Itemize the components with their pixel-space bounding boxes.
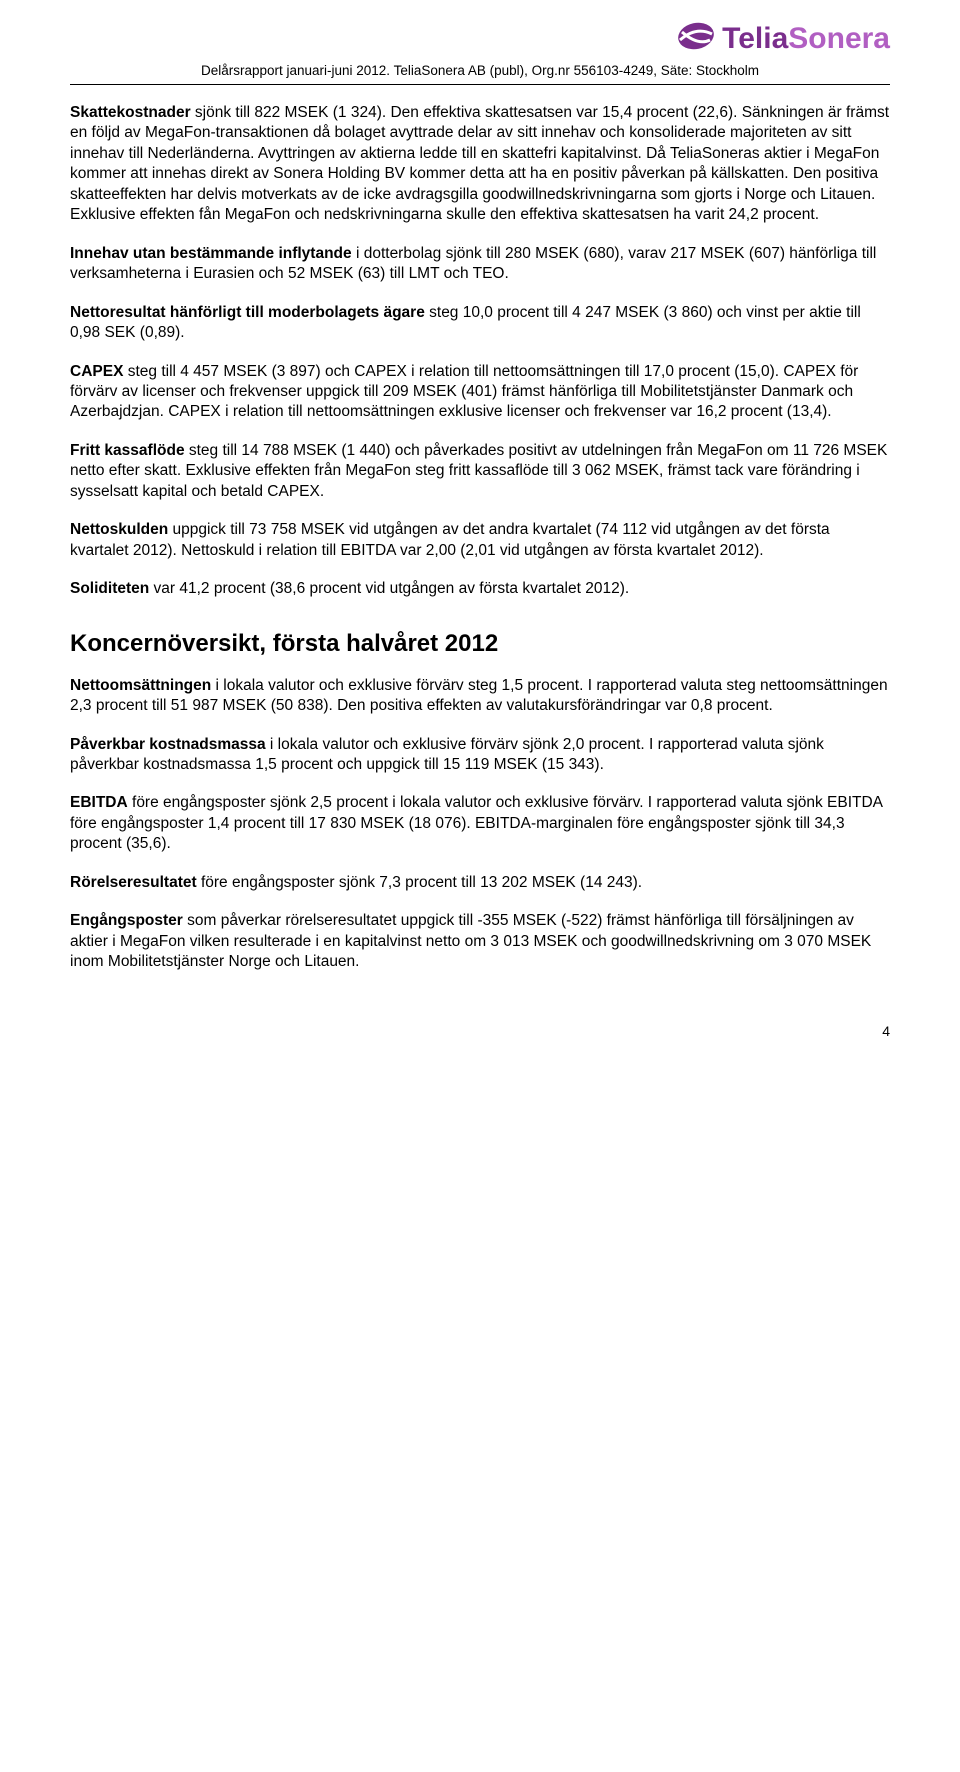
lead-term: EBITDA — [70, 794, 128, 811]
paragraph-kostnadsmassa: Påverkbar kostnadsmassa i lokala valutor… — [70, 735, 890, 776]
body-text: var 41,2 procent (38,6 procent vid utgån… — [149, 580, 629, 597]
paragraph-skattekostnader: Skattekostnader sjönk till 822 MSEK (1 3… — [70, 103, 890, 226]
paragraph-kassaflode: Fritt kassaflöde steg till 14 788 MSEK (… — [70, 441, 890, 502]
paragraph-engangsposter: Engångsposter som påverkar rörelseresult… — [70, 911, 890, 972]
lead-term: Soliditeten — [70, 580, 149, 597]
header-divider — [70, 84, 890, 85]
document-subheader: Delårsrapport januari-juni 2012. TeliaSo… — [70, 63, 890, 78]
lead-term: Påverkbar kostnadsmassa — [70, 736, 266, 753]
paragraph-soliditeten: Soliditeten var 41,2 procent (38,6 proce… — [70, 579, 890, 599]
paragraph-rorelseresultatet: Rörelseresultatet före engångsposter sjö… — [70, 873, 890, 893]
lead-term: CAPEX — [70, 363, 123, 380]
body-text: som påverkar rörelseresultatet uppgick t… — [70, 912, 871, 970]
lead-term: Rörelseresultatet — [70, 874, 197, 891]
body-text: steg till 14 788 MSEK (1 440) och påverk… — [70, 442, 887, 500]
paragraph-capex: CAPEX steg till 4 457 MSEK (3 897) och C… — [70, 362, 890, 423]
lead-term: Skattekostnader — [70, 104, 191, 121]
lead-term: Engångsposter — [70, 912, 183, 929]
logo-brand-2: Sonera — [788, 22, 890, 55]
logo-text: TeliaSonera — [722, 22, 890, 56]
paragraph-nettoskulden: Nettoskulden uppgick till 73 758 MSEK vi… — [70, 520, 890, 561]
paragraph-innehav: Innehav utan bestämmande inflytande i do… — [70, 244, 890, 285]
paragraph-nettoomsattningen: Nettoomsättningen i lokala valutor och e… — [70, 676, 890, 717]
lead-term: Nettoresultat hänförligt till moderbolag… — [70, 304, 425, 321]
body-text: uppgick till 73 758 MSEK vid utgången av… — [70, 521, 830, 558]
body-text: sjönk till 822 MSEK (1 324). Den effekti… — [70, 104, 889, 223]
paragraph-nettoresultat: Nettoresultat hänförligt till moderbolag… — [70, 303, 890, 344]
page-header: TeliaSonera — [70, 20, 890, 57]
body-text: före engångsposter sjönk 7,3 procent til… — [197, 874, 642, 891]
section-heading: Koncernöversikt, första halvåret 2012 — [70, 630, 890, 658]
page-number: 4 — [70, 1023, 890, 1039]
body-text: före engångsposter sjönk 2,5 procent i l… — [70, 794, 882, 852]
body-text: steg till 4 457 MSEK (3 897) och CAPEX i… — [70, 363, 858, 421]
paragraph-ebitda: EBITDA före engångsposter sjönk 2,5 proc… — [70, 793, 890, 854]
logo-brand-1: Telia — [722, 22, 788, 55]
lead-term: Innehav utan bestämmande inflytande — [70, 245, 352, 262]
logo-icon — [676, 20, 716, 57]
lead-term: Nettoomsättningen — [70, 677, 211, 694]
lead-term: Fritt kassaflöde — [70, 442, 185, 459]
lead-term: Nettoskulden — [70, 521, 168, 538]
company-logo: TeliaSonera — [676, 20, 890, 57]
